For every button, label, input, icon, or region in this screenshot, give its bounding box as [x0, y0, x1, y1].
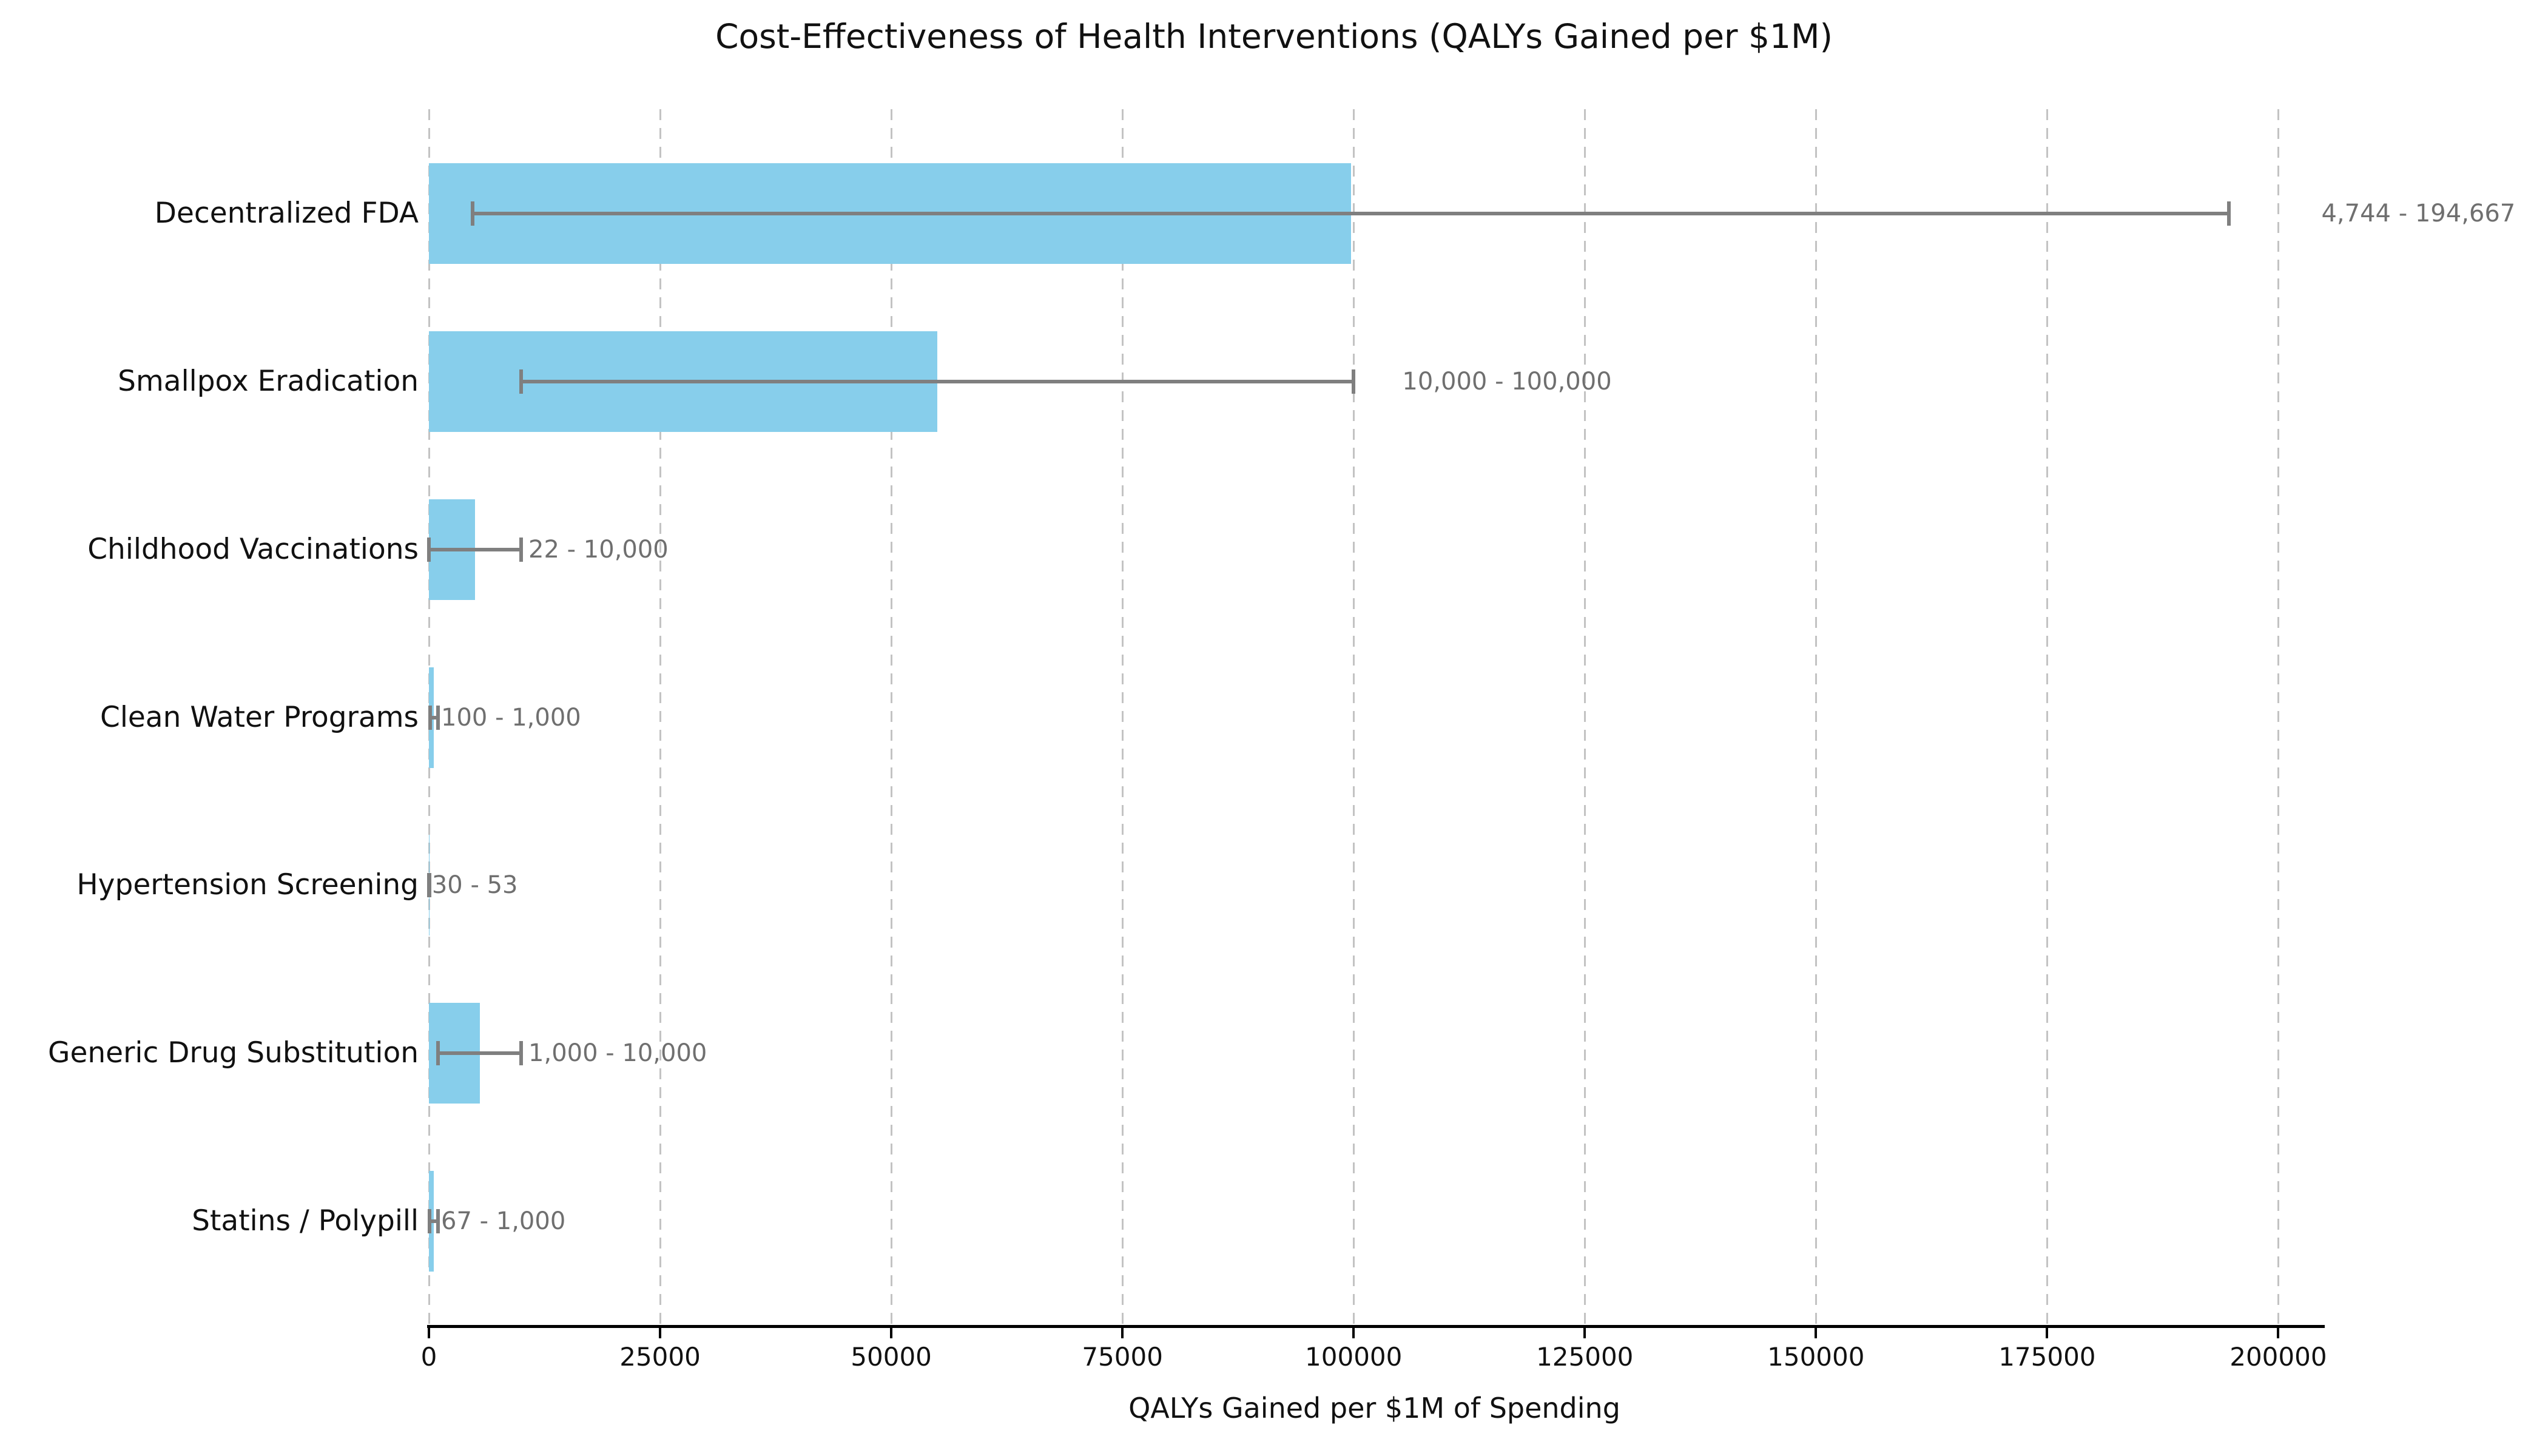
x-tick-mark: [2277, 1325, 2280, 1338]
x-tick-mark: [1815, 1325, 1818, 1338]
category-label: Smallpox Eradication: [118, 364, 419, 398]
x-tick-label: 125000: [1536, 1342, 1634, 1372]
range-label: 100 - 1,000: [441, 703, 581, 732]
gridline: [1815, 109, 1817, 1326]
gridline: [1121, 109, 1124, 1326]
error-bar-cap-high: [427, 873, 431, 898]
x-tick-label: 150000: [1767, 1342, 1865, 1372]
error-bar-cap-high: [519, 1041, 524, 1066]
x-tick-label: 50000: [851, 1342, 932, 1372]
range-label: 10,000 - 100,000: [1402, 367, 1612, 396]
gridline: [2046, 109, 2048, 1326]
x-tick-mark: [659, 1325, 662, 1338]
gridline: [890, 109, 892, 1326]
category-label: Decentralized FDA: [154, 196, 419, 230]
error-bar-cap-low: [436, 1041, 440, 1066]
x-tick-label: 25000: [619, 1342, 701, 1372]
error-bar-cap-high: [2227, 201, 2231, 226]
error-bar-line: [473, 211, 2230, 215]
gridline: [1583, 109, 1586, 1326]
x-tick-label: 200000: [2230, 1342, 2327, 1372]
error-bar-cap-high: [1352, 369, 1356, 394]
error-bar-line: [430, 1219, 439, 1224]
x-tick-mark: [2046, 1325, 2049, 1338]
error-bar-cap-high: [436, 705, 440, 730]
error-bar-line: [521, 379, 1354, 383]
error-bar-cap-high: [519, 537, 524, 562]
chart-title: Cost-Effectiveness of Health Interventio…: [715, 17, 1833, 56]
error-bar-cap-low: [471, 201, 475, 226]
range-label: 22 - 10,000: [528, 535, 669, 564]
x-tick-label: 175000: [1998, 1342, 2096, 1372]
error-bar-line: [438, 1051, 522, 1056]
gridline: [659, 109, 661, 1326]
category-label: Clean Water Programs: [100, 700, 419, 734]
range-label: 30 - 53: [431, 871, 518, 900]
x-tick-label: 0: [420, 1342, 437, 1372]
x-axis-line: [427, 1325, 2325, 1328]
error-bar-cap-low: [427, 537, 431, 562]
gridline: [2277, 109, 2279, 1326]
x-axis-label: QALYs Gained per $1M of Spending: [1128, 1392, 1620, 1424]
error-bar-line: [430, 715, 439, 720]
gridline: [1352, 109, 1355, 1326]
error-bar-cap-low: [519, 369, 524, 394]
range-label: 1,000 - 10,000: [528, 1039, 707, 1068]
error-bar-cap-high: [436, 1209, 440, 1234]
category-label: Childhood Vaccinations: [87, 532, 419, 566]
x-tick-label: 100000: [1305, 1342, 1403, 1372]
x-tick-mark: [428, 1325, 430, 1338]
error-bar-line: [429, 547, 522, 551]
range-label: 4,744 - 194,667: [2321, 199, 2516, 228]
error-bar-cap-low: [428, 1209, 432, 1234]
x-tick-mark: [1121, 1325, 1124, 1338]
x-tick-label: 75000: [1082, 1342, 1163, 1372]
category-label: Statins / Polypill: [192, 1204, 419, 1238]
range-label: 67 - 1,000: [441, 1207, 566, 1236]
category-label: Hypertension Screening: [76, 868, 419, 902]
error-bar-cap-low: [428, 705, 432, 730]
category-label: Generic Drug Substitution: [48, 1036, 419, 1070]
x-tick-mark: [1583, 1325, 1586, 1338]
x-tick-mark: [1352, 1325, 1355, 1338]
x-tick-mark: [890, 1325, 893, 1338]
